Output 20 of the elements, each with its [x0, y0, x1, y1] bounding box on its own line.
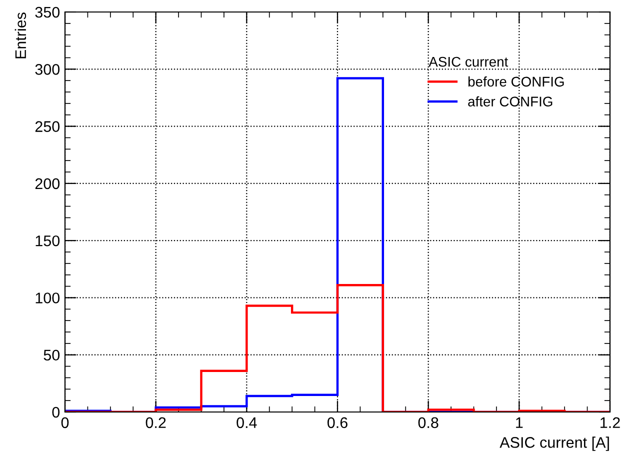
y-tick-label: 50: [44, 350, 60, 361]
y-tick-label: 300: [35, 64, 60, 75]
x-axis-title: ASIC current [A]: [500, 436, 609, 451]
y-tick-label: 150: [36, 235, 60, 246]
x-tick-label: 0.2: [146, 417, 166, 428]
legend-label: before CONFIG: [468, 76, 564, 87]
x-tick-label: 1.2: [600, 417, 620, 428]
legend-title: ASIC current: [428, 56, 508, 67]
x-tick-label: 0: [61, 417, 69, 428]
x-tick-label: 0.6: [327, 417, 348, 428]
y-axis-title: Entries: [14, 12, 26, 58]
y-tick-label: 250: [35, 121, 60, 132]
legend-label: after CONFIG: [468, 96, 552, 106]
x-tick-label: 0.4: [236, 417, 257, 428]
y-tick-label: 350: [35, 6, 60, 18]
y-tick-label: 100: [36, 292, 60, 304]
y-tick-label: 0: [52, 406, 60, 418]
x-tick-label: 1: [516, 417, 523, 428]
x-tick-label: 0.8: [418, 417, 438, 428]
y-tick-label: 200: [35, 178, 60, 190]
